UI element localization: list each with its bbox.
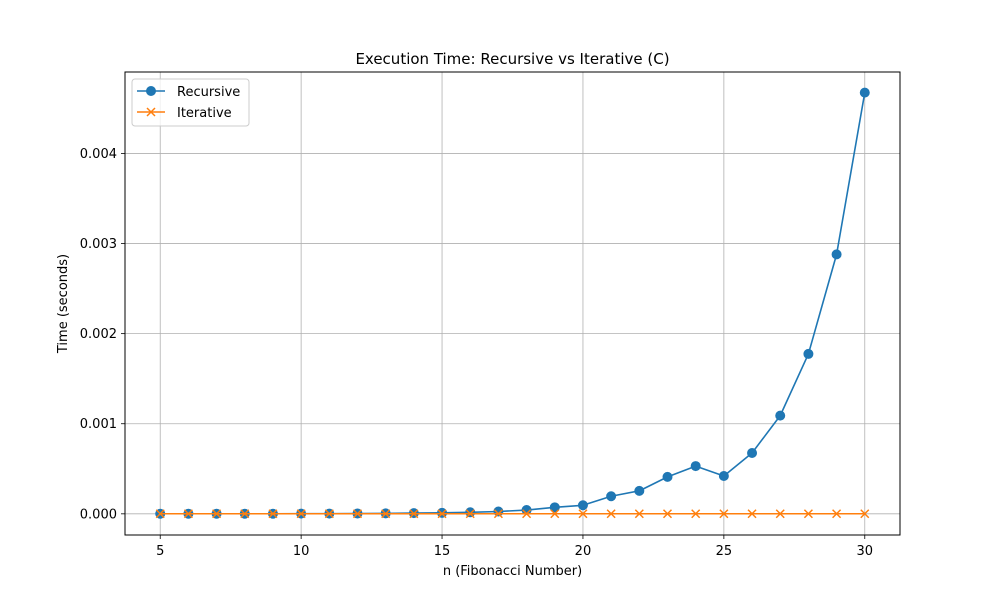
series-layer <box>155 87 870 519</box>
data-point-iterative-stroke <box>493 509 503 519</box>
y-tick-label: 0.004 <box>80 147 117 162</box>
data-point-recursive <box>775 410 786 421</box>
x-axis: 5 10 15 20 25 30 <box>156 535 873 559</box>
data-point-iterative <box>212 509 222 519</box>
data-point-iterative-stroke <box>691 509 701 519</box>
x-tick-label: 5 <box>156 544 164 559</box>
x-tick-label: 25 <box>716 544 733 559</box>
data-point-iterative <box>296 509 306 519</box>
data-point-iterative-stroke <box>409 509 419 519</box>
data-point-recursive <box>859 87 870 98</box>
data-point-recursive <box>718 470 729 481</box>
data-point-iterative <box>803 509 813 519</box>
data-point-iterative-stroke <box>606 509 616 519</box>
data-point-iterative-stroke <box>352 509 363 519</box>
data-point-iterative-stroke <box>719 509 729 519</box>
data-point-iterative <box>493 509 503 519</box>
data-point-iterative-stroke <box>522 509 532 519</box>
data-point-iterative-stroke <box>803 509 813 519</box>
data-point-iterative-stroke <box>437 509 447 519</box>
data-point-iterative-stroke <box>634 509 644 519</box>
data-point-iterative <box>775 509 785 519</box>
data-point-recursive <box>690 461 701 472</box>
x-tick-label: 10 <box>293 544 310 559</box>
plot-frame <box>124 71 901 536</box>
data-point-iterative <box>352 509 363 519</box>
legend-marker-point-iterative-stroke <box>146 107 156 117</box>
data-point-recursive <box>606 491 617 502</box>
data-point-iterative-stroke <box>747 509 757 519</box>
data-point-recursive <box>549 502 560 513</box>
data-point-iterative <box>409 509 419 519</box>
data-point-iterative-stroke <box>578 509 588 519</box>
data-point-iterative-stroke <box>832 509 842 519</box>
data-point-recursive <box>465 507 476 518</box>
data-point-iterative <box>437 509 447 519</box>
data-point-recursive <box>747 448 758 459</box>
y-tick-label: 0.003 <box>80 237 117 252</box>
data-point-iterative <box>155 509 165 519</box>
data-point-recursive <box>577 500 588 511</box>
data-point-iterative-stroke <box>465 509 475 519</box>
data-point-iterative-stroke <box>381 509 391 519</box>
plot-area <box>124 71 901 536</box>
legend-label-recursive: Recursive <box>177 85 240 100</box>
data-point-iterative <box>662 509 673 519</box>
data-point-iterative <box>324 509 334 519</box>
data-point-recursive <box>803 348 814 359</box>
data-point-iterative <box>860 509 870 519</box>
x-tick-label: 15 <box>434 544 451 559</box>
data-point-iterative-stroke <box>240 509 250 519</box>
data-point-recursive <box>831 249 842 260</box>
y-axis-label: Time (seconds) <box>56 254 71 354</box>
data-point-iterative <box>550 509 560 519</box>
x-tick-label: 20 <box>575 544 592 559</box>
y-axis: 0.000 0.001 0.002 0.003 0.004 <box>80 147 125 522</box>
legend: Recursive Iterative <box>131 78 250 127</box>
data-point-iterative-stroke <box>212 509 222 519</box>
legend-marker-point-iterative <box>146 107 156 117</box>
legend-marker-recursive <box>146 86 156 96</box>
data-point-iterative <box>268 509 278 519</box>
y-tick-label: 0.002 <box>80 327 117 342</box>
data-point-iterative <box>691 509 701 519</box>
data-point-iterative-stroke <box>324 509 334 519</box>
x-tick-label: 30 <box>856 544 873 559</box>
data-point-iterative <box>634 509 644 519</box>
x-axis-label: n (Fibonacci Number) <box>443 564 582 579</box>
data-point-iterative-stroke <box>860 509 870 519</box>
data-point-iterative <box>381 509 391 519</box>
data-point-iterative <box>465 509 475 519</box>
data-point-iterative-stroke <box>550 509 560 519</box>
data-point-iterative-stroke <box>155 509 165 519</box>
data-point-iterative <box>183 509 193 519</box>
data-point-iterative-stroke <box>296 509 306 519</box>
chart-title: Execution Time: Recursive vs Iterative (… <box>355 50 669 68</box>
data-point-iterative-stroke <box>268 509 278 519</box>
data-point-iterative <box>747 509 757 519</box>
data-point-recursive <box>662 471 673 482</box>
legend-label-iterative: Iterative <box>177 106 232 121</box>
data-point-iterative <box>578 509 588 519</box>
legend-marker-point-recursive <box>146 86 156 96</box>
plot-background <box>125 72 900 535</box>
y-tick-label: 0.001 <box>80 417 117 432</box>
data-point-iterative <box>832 509 842 519</box>
data-point-iterative <box>522 509 532 519</box>
data-point-iterative <box>606 509 616 519</box>
data-point-iterative <box>240 509 250 519</box>
y-tick-label: 0.000 <box>80 507 117 522</box>
data-point-recursive <box>634 485 645 496</box>
data-point-iterative-stroke <box>775 509 785 519</box>
series-iterative <box>155 509 870 519</box>
data-point-iterative <box>719 509 729 519</box>
legend-marker-iterative <box>146 107 156 117</box>
data-point-iterative-stroke <box>183 509 193 519</box>
data-point-iterative-stroke <box>662 509 673 519</box>
